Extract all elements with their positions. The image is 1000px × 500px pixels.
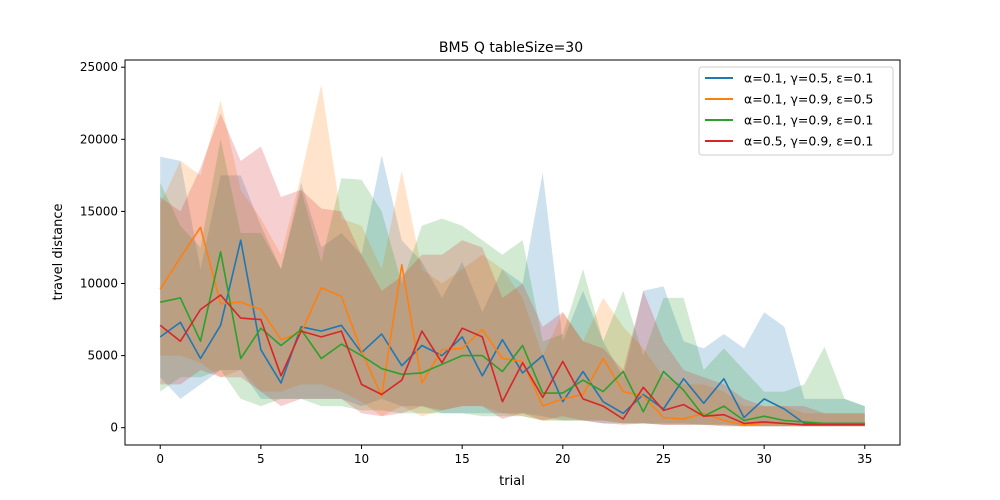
legend-label-1: α=0.1, γ=0.9, ε=0.5 <box>744 92 873 107</box>
x-tick-label: 35 <box>857 452 872 466</box>
x-tick-label: 25 <box>656 452 671 466</box>
legend-box <box>698 66 894 156</box>
plot-area <box>159 84 865 427</box>
y-tick-label: 20000 <box>80 132 118 146</box>
x-tick-label: 30 <box>756 452 771 466</box>
legend-label-0: α=0.1, γ=0.5, ε=0.1 <box>744 71 873 86</box>
x-tick-label: 10 <box>354 452 369 466</box>
series-band-0 <box>160 155 865 427</box>
series-line-3 <box>159 294 865 426</box>
axes-frame <box>124 59 901 446</box>
y-tick-label: 0 <box>110 421 118 435</box>
x-axis: 0 5 10 15 20 25 30 35 <box>156 445 872 466</box>
x-tick-label: 15 <box>455 452 470 466</box>
y-axis-label: travel distance <box>51 204 66 301</box>
chart-title: BM5 Q tableSize=30 <box>439 40 583 56</box>
x-axis-label: trial <box>499 474 525 489</box>
series-line-1 <box>159 226 865 426</box>
y-axis: 0 5000 10000 15000 20000 25000 <box>80 60 125 435</box>
series-line-2 <box>160 251 865 425</box>
x-tick-label: 0 <box>156 452 164 466</box>
series-band-2 <box>160 139 865 427</box>
y-tick-label: 5000 <box>87 349 118 363</box>
series-line-0 <box>159 239 865 425</box>
legend-label-3: α=0.5, γ=0.9, ε=0.1 <box>744 134 873 149</box>
x-tick-label: 5 <box>257 452 265 466</box>
y-tick-label: 15000 <box>80 204 118 218</box>
x-tick-label: 20 <box>555 452 570 466</box>
series-band-1 <box>160 84 865 427</box>
legend: α=0.1, γ=0.5, ε=0.1 α=0.1, γ=0.9, ε=0.5 α=… <box>698 66 894 156</box>
y-tick-label: 25000 <box>80 60 118 74</box>
legend-label-2: α=0.1, γ=0.9, ε=0.1 <box>744 113 873 128</box>
y-tick-label: 10000 <box>80 277 118 291</box>
